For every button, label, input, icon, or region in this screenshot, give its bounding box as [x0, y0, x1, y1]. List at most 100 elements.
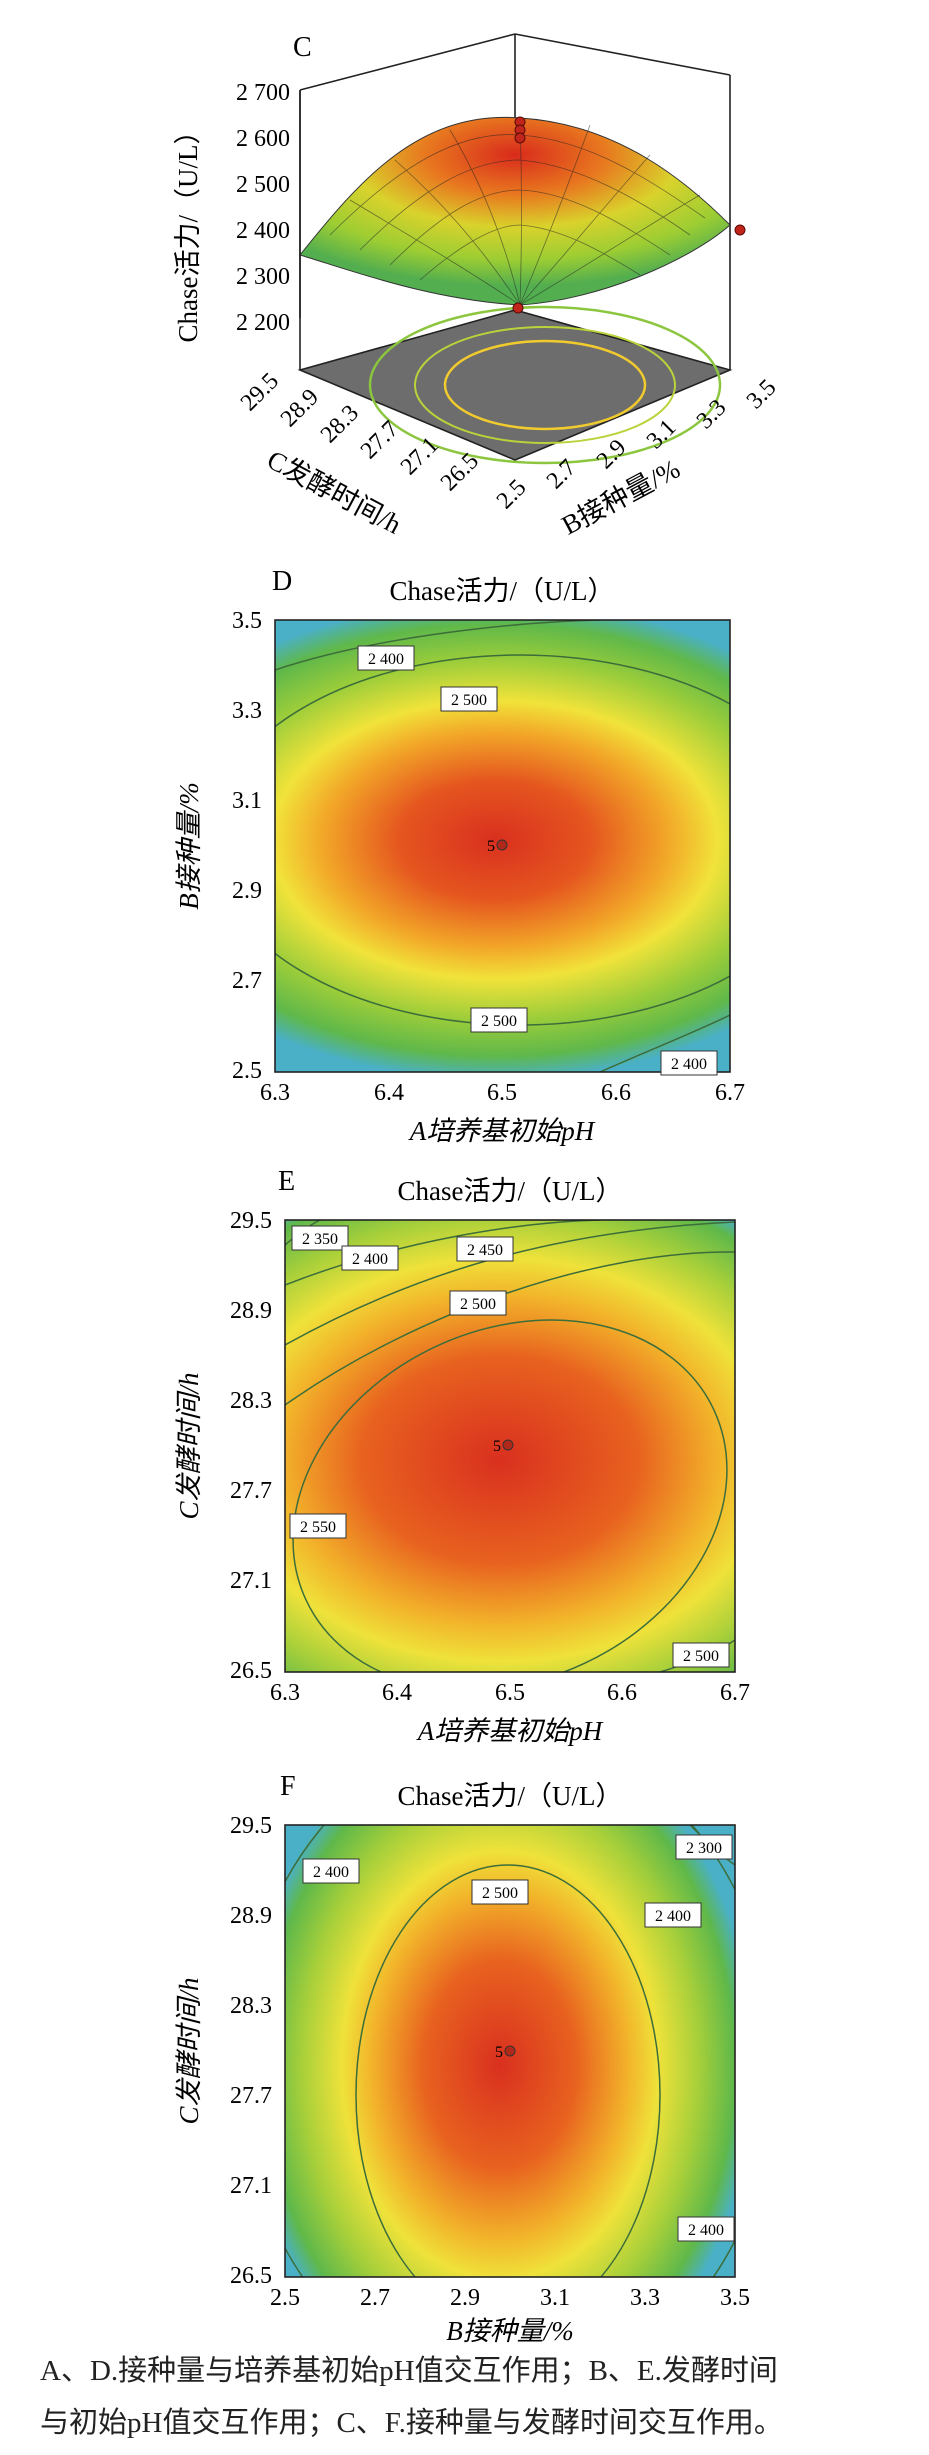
- contour-line: [599, 1014, 730, 1072]
- x-tick-label: 6.5: [487, 1080, 517, 1106]
- x-tick-label: 2.5: [270, 2285, 300, 2311]
- x-axis-label: B接种量/%: [446, 2316, 574, 2346]
- contour-labels: 2 400 2 500 2 300 2 400 2 400: [302, 1834, 735, 2242]
- c-tick-label: 27.7: [356, 416, 404, 464]
- z-axis-label: Chase活力/（U/L）: [173, 118, 203, 343]
- contour-label: 2 400: [688, 2222, 724, 2239]
- y-axis-label: B接种量/%: [174, 782, 204, 910]
- x-tick-label: 6.4: [382, 1680, 412, 1706]
- y-axis-label: C发酵时间/h: [174, 1372, 204, 1519]
- b-tick-label: 2.9: [592, 435, 632, 475]
- z-tick-label: 2 600: [236, 126, 290, 152]
- y-tick-label: 28.9: [230, 1903, 272, 1929]
- plot-frame: [284, 1219, 736, 1673]
- y-tick-label: 2.7: [232, 968, 262, 994]
- contour-line: [292, 1319, 728, 1672]
- y-tick-label: 26.5: [230, 2263, 272, 2289]
- response-surface: [299, 116, 731, 306]
- y-axis-ticks: 3.5 3.3 3.1 2.9 2.7 2.5: [232, 608, 262, 1084]
- x-tick-label: 6.3: [260, 1080, 290, 1106]
- x-axis-ticks: 6.3 6.4 6.5 6.6 6.7: [270, 1680, 750, 1706]
- floor-contour: [443, 339, 647, 431]
- floor-contour: [414, 326, 676, 444]
- floor-contour: [368, 305, 722, 465]
- plot-title: Chase活力/（U/L）: [398, 1176, 623, 1206]
- y-tick-label: 27.1: [230, 1568, 272, 1594]
- contour-label: 2 400: [655, 1908, 691, 1925]
- panel-e-contour-plot: E Chase活力/（U/L） 2 350 2 400 2 450 2 500 …: [174, 1166, 750, 1746]
- c-tick-label: 28.3: [316, 400, 364, 448]
- z-tick-label: 2 300: [236, 264, 290, 290]
- x-tick-label: 2.9: [450, 2285, 480, 2311]
- b-axis-label: B接种量/%: [557, 454, 685, 541]
- contour-label: 2 350: [302, 1231, 338, 1248]
- y-tick-label: 2.9: [232, 878, 262, 904]
- plot-title: Chase活力/（U/L）: [390, 576, 615, 606]
- plot-frame: [284, 1824, 736, 2278]
- x-tick-label: 3.3: [630, 2285, 660, 2311]
- contour-label: 2 500: [460, 1296, 496, 1313]
- x-axis-label: A培养基初始pH: [416, 1716, 604, 1746]
- contour-line: [355, 1864, 661, 2277]
- x-tick-label: 6.7: [715, 1080, 745, 1106]
- z-tick-label: 2 400: [236, 218, 290, 244]
- center-point: [502, 1439, 514, 1451]
- x-tick-label: 6.6: [607, 1680, 637, 1706]
- panel-f-contour-plot: F Chase活力/（U/L） 2 400 2 500 2 300 2 400 …: [174, 1771, 750, 2346]
- x-tick-label: 6.7: [720, 1680, 750, 1706]
- contour-label: 2 500: [683, 1648, 719, 1665]
- c-axis-label: C发酵时间/h: [262, 444, 406, 540]
- contour-labels: 2 400 2 500 2 500 2 400: [357, 645, 718, 1076]
- contour-line: [285, 1251, 735, 1406]
- center-point-label: 5: [493, 1438, 501, 1455]
- surface-floor: [297, 309, 733, 461]
- y-axis-ticks: 29.5 28.9 28.3 27.7 27.1 26.5: [230, 1813, 272, 2289]
- y-tick-label: 29.5: [230, 1208, 272, 1234]
- y-tick-label: 2.5: [232, 1058, 262, 1084]
- center-point: [496, 839, 508, 851]
- x-axis-ticks: 2.5 2.7 2.9 3.1 3.3 3.5: [270, 2285, 750, 2311]
- z-tick-label: 2 500: [236, 172, 290, 198]
- x-tick-label: 3.5: [720, 2285, 750, 2311]
- design-point: [734, 224, 746, 236]
- x-tick-label: 6.5: [495, 1680, 525, 1706]
- panel-d-contour-plot: D Chase活力/（U/L） 2 400 2 500 2 500 2 400 …: [174, 566, 745, 1146]
- z-axis: 2 700 2 600 2 500 2 400 2 300 2 200: [236, 80, 301, 336]
- center-point-label: 5: [495, 2044, 503, 2061]
- y-tick-label: 27.7: [230, 2083, 272, 2109]
- x-tick-label: 2.7: [360, 2285, 390, 2311]
- z-tick-label: 2 200: [236, 310, 290, 336]
- contour-label: 2 500: [481, 1013, 517, 1030]
- x-tick-label: 6.3: [270, 1680, 300, 1706]
- y-tick-label: 26.5: [230, 1658, 272, 1684]
- z-tick-label: 2 700: [236, 80, 290, 106]
- c-tick-label: 28.9: [276, 384, 324, 432]
- x-tick-label: 3.1: [540, 2285, 570, 2311]
- x-axis-label: A培养基初始pH: [408, 1116, 596, 1146]
- panel-letter-f: F: [280, 1771, 296, 1802]
- contour-label: 2 450: [467, 1242, 503, 1259]
- contour-label: 2 400: [313, 1864, 349, 1881]
- x-axis-ticks: 6.3 6.4 6.5 6.6 6.7: [260, 1080, 745, 1106]
- y-axis-label: C发酵时间/h: [174, 1977, 204, 2124]
- panel-letter-e: E: [278, 1166, 295, 1197]
- y-tick-label: 29.5: [230, 1813, 272, 1839]
- design-points: [512, 116, 746, 314]
- contour-line: [275, 620, 601, 671]
- y-tick-label: 28.3: [230, 1388, 272, 1414]
- contour-label: 2 500: [482, 1885, 518, 1902]
- y-tick-label: 28.3: [230, 1993, 272, 2019]
- contour-label: 2 400: [368, 651, 404, 668]
- contour-label: 2 300: [686, 1840, 722, 1857]
- y-axis-ticks: 29.5 28.9 28.3 27.7 27.1 26.5: [230, 1208, 272, 1684]
- contour-line: [285, 1220, 601, 1286]
- y-tick-label: 3.3: [232, 698, 262, 724]
- contour-label: 2 400: [352, 1251, 388, 1268]
- c-tick-label: 29.5: [236, 368, 284, 416]
- center-point: [504, 2045, 516, 2057]
- y-tick-label: 3.1: [232, 788, 262, 814]
- contour-labels: 2 350 2 400 2 450 2 500 2 550 2 500: [289, 1225, 730, 1668]
- plot-frame: [274, 619, 731, 1073]
- caption-line-1: A、D.接种量与培养基初始pH值交互作用；B、E.发酵时间: [40, 2355, 778, 2387]
- panel-letter-d: D: [272, 566, 292, 597]
